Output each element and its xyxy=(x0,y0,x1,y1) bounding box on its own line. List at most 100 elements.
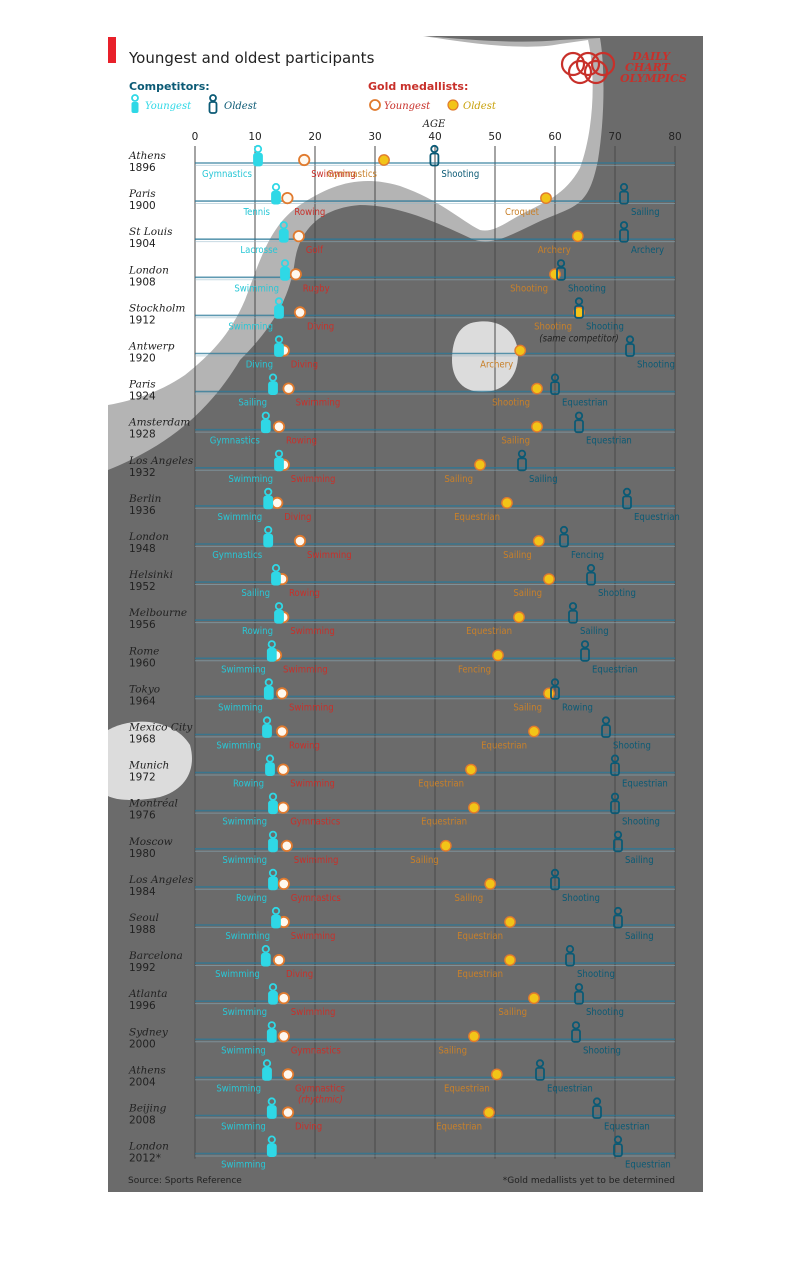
gold-oldest-marker xyxy=(468,801,480,814)
competitor-youngest-marker xyxy=(271,563,281,586)
row-year: 2012* xyxy=(129,1153,161,1165)
competitor-youngest-label: Swimming xyxy=(221,1160,266,1171)
competitor-youngest-label: Rowing xyxy=(242,626,273,637)
competitor-youngest-label: Tennis xyxy=(242,207,270,218)
legend-comp-young-icon xyxy=(131,94,139,113)
competitor-youngest-marker xyxy=(280,259,290,281)
gold-youngest-label: Rowing xyxy=(294,207,325,218)
competitor-youngest-marker xyxy=(263,678,274,700)
gold-youngest-label: Swimming xyxy=(291,474,336,485)
competitor-youngest-label: Swimming xyxy=(222,817,267,828)
competitor-oldest-label: Archery xyxy=(631,245,664,256)
competitor-oldest-label: Shooting xyxy=(583,1045,621,1056)
gold-youngest-label: Swimming xyxy=(290,779,335,790)
gold-youngest-label: Diving xyxy=(295,1122,322,1133)
gold-youngest-label: Swimming xyxy=(283,664,328,675)
row-year: 1932 xyxy=(129,467,156,479)
competitor-oldest-label: Sailing xyxy=(580,626,609,637)
competitor-youngest-label: Swimming xyxy=(216,741,261,752)
row-city: Athens xyxy=(128,1064,166,1076)
x-tick-label: 60 xyxy=(548,131,561,143)
legend-gold-old-label: Oldest xyxy=(463,101,497,112)
row-year: 1976 xyxy=(129,810,156,822)
gold-youngest-marker xyxy=(275,687,289,700)
gold-oldest-label: Sailing xyxy=(513,588,542,599)
row-year: 1992 xyxy=(129,962,156,974)
row-city: Paris xyxy=(128,188,156,200)
competitor-youngest-label: Sailing xyxy=(241,588,270,599)
competitor-youngest-label: Swimming xyxy=(218,512,263,523)
competitor-youngest-marker xyxy=(266,1097,277,1119)
competitor-oldest-marker xyxy=(535,1059,545,1081)
competitor-youngest-marker xyxy=(262,1059,272,1081)
legend-gold-young-label: Youngest xyxy=(384,101,431,112)
row-city: Seoul xyxy=(129,912,159,924)
mask-cutout-left xyxy=(108,721,192,800)
gold-youngest-label: Gymnastics xyxy=(291,1045,342,1056)
competitor-youngest-marker xyxy=(260,411,271,434)
row-city: Moscow xyxy=(128,836,173,848)
competitor-oldest-marker xyxy=(619,221,629,243)
mask-cutout-hole xyxy=(452,321,518,392)
gold-oldest-label: Shooting xyxy=(534,321,572,332)
gold-youngest-label: Swimming xyxy=(294,855,339,866)
gold-oldest-marker xyxy=(543,687,555,700)
competitor-youngest-marker xyxy=(268,792,278,815)
competitor-oldest-label: Equestrian xyxy=(625,1160,671,1171)
gold-youngest-label: Diving xyxy=(307,321,334,332)
row-year: 2008 xyxy=(129,1115,156,1127)
gold-youngest-marker xyxy=(293,534,307,548)
gold-oldest-marker xyxy=(528,992,540,1005)
competitor-oldest-marker xyxy=(574,983,584,1005)
row-city: St Louis xyxy=(129,226,173,238)
row-year: 1980 xyxy=(129,848,156,860)
competitor-oldest-marker xyxy=(613,906,623,929)
row-year: 1960 xyxy=(129,657,156,669)
gold-youngest-marker xyxy=(271,496,284,509)
legend-comp-old-icon xyxy=(208,94,218,114)
brand-line-3: OLYMPICS xyxy=(620,72,687,85)
row-year: 1952 xyxy=(129,581,156,593)
competitor-oldest-label: Rowing xyxy=(562,702,593,713)
gold-oldest-marker xyxy=(514,344,527,357)
competitor-oldest-label: Sailing xyxy=(529,474,558,485)
competitor-youngest-label: Swimming xyxy=(215,969,260,980)
competitor-youngest-label: Gymnastics xyxy=(212,550,263,561)
gold-youngest-label: Swimming xyxy=(307,550,352,561)
gold-youngest-label: Gymnastics xyxy=(291,893,342,904)
gold-oldest-marker xyxy=(483,1106,495,1119)
row-year: 1924 xyxy=(129,391,156,403)
gold-oldest-label: Sailing xyxy=(438,1045,467,1056)
legend-comp-old-label: Oldest xyxy=(224,101,258,112)
row-year: 1988 xyxy=(129,924,156,936)
gold-oldest-label: Equestrian xyxy=(457,969,503,980)
competitor-oldest-marker xyxy=(625,335,635,357)
gold-youngest-marker xyxy=(277,1030,290,1043)
gold-youngest-label: Swimming xyxy=(289,702,334,713)
gold-oldest-marker xyxy=(468,1030,480,1043)
row-city: Munich xyxy=(128,760,169,772)
competitor-oldest-label: Shooting xyxy=(637,360,675,371)
row-year: 1964 xyxy=(129,695,156,707)
gold-oldest-label: Sailing xyxy=(501,436,530,447)
row-city: Stockholm xyxy=(129,302,185,314)
legend-medallists-title: Gold medallists: xyxy=(368,80,468,93)
gold-oldest-marker xyxy=(528,725,540,738)
source-note: Source: Sports Reference xyxy=(128,1176,242,1186)
competitor-oldest-marker xyxy=(586,563,596,586)
row-year: 1996 xyxy=(129,1000,156,1012)
row-year: 1896 xyxy=(129,162,156,174)
competitor-youngest-marker xyxy=(266,1021,277,1043)
competitor-oldest-marker xyxy=(592,1097,602,1119)
row-city: Helsinki xyxy=(128,569,173,581)
competitor-oldest-label: Equestrian xyxy=(592,664,638,675)
gold-oldest-label: Sailing xyxy=(444,474,473,485)
row-year: 1972 xyxy=(129,772,156,784)
x-tick-label: 70 xyxy=(608,131,621,143)
competitor-youngest-label: Swimming xyxy=(218,702,263,713)
competitor-oldest-marker xyxy=(574,411,584,434)
